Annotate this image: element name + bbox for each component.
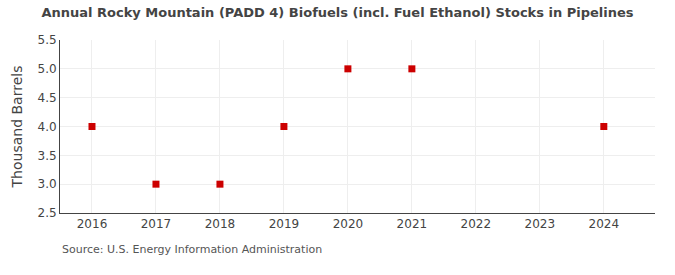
svg-text:2016: 2016 bbox=[77, 217, 108, 231]
svg-text:2021: 2021 bbox=[397, 217, 428, 231]
svg-text:4.5: 4.5 bbox=[38, 91, 57, 105]
svg-text:Source: U.S. Energy Informatio: Source: U.S. Energy Information Administ… bbox=[62, 243, 322, 256]
svg-text:3.5: 3.5 bbox=[38, 149, 57, 163]
svg-text:Annual Rocky Mountain (PADD 4): Annual Rocky Mountain (PADD 4) Biofuels … bbox=[41, 5, 633, 20]
svg-text:Thousand Barrels: Thousand Barrels bbox=[9, 66, 25, 189]
svg-text:2020: 2020 bbox=[333, 217, 364, 231]
svg-text:2023: 2023 bbox=[525, 217, 556, 231]
svg-text:4.0: 4.0 bbox=[38, 120, 57, 134]
svg-text:3.0: 3.0 bbox=[38, 177, 57, 191]
svg-text:2022: 2022 bbox=[461, 217, 492, 231]
svg-text:2018: 2018 bbox=[205, 217, 236, 231]
svg-text:2.5: 2.5 bbox=[38, 206, 57, 220]
svg-text:5.5: 5.5 bbox=[38, 33, 57, 47]
svg-text:2019: 2019 bbox=[269, 217, 300, 231]
svg-text:2024: 2024 bbox=[589, 217, 620, 231]
svg-text:5.0: 5.0 bbox=[38, 62, 57, 76]
svg-text:2017: 2017 bbox=[141, 217, 172, 231]
